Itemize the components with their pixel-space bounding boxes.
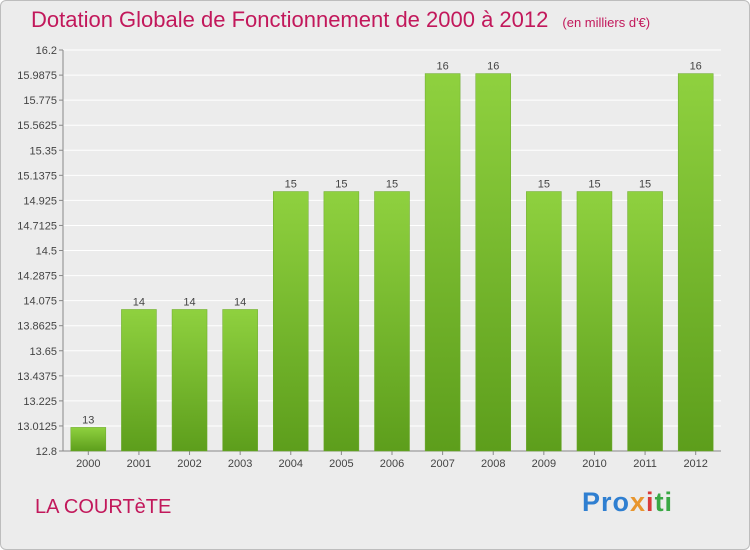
bar-2004: [273, 191, 309, 452]
x-tick-label-2007: 2007: [430, 458, 454, 470]
x-tick-label-2004: 2004: [279, 458, 303, 470]
x-tick-label-2012: 2012: [683, 458, 707, 470]
x-tick-label-2006: 2006: [380, 458, 404, 470]
x-tick-label-2010: 2010: [582, 458, 606, 470]
bar-2012: [677, 73, 714, 452]
value-label-2001: 14: [133, 296, 145, 308]
x-tick-label-2008: 2008: [481, 458, 505, 470]
bar-2008: [475, 73, 511, 452]
x-tick-label-2005: 2005: [329, 458, 353, 470]
bar-2010: [576, 191, 613, 452]
commune-name: LA COURTèTE: [35, 496, 172, 518]
y-tick-label: 16.2: [36, 45, 57, 57]
x-tick-label-2000: 2000: [76, 458, 100, 470]
x-tick-label-2003: 2003: [228, 458, 252, 470]
y-tick-label: 13.0125: [17, 421, 57, 433]
y-tick-label: 15.775: [23, 95, 57, 107]
y-tick-label: 13.8625: [17, 321, 57, 333]
chart-title: Dotation Globale de Fonctionnement de 20…: [31, 7, 651, 32]
value-label-2003: 14: [234, 296, 246, 308]
value-label-2006: 15: [386, 179, 398, 191]
value-label-2012: 16: [690, 61, 702, 73]
y-tick-label: 13.65: [29, 346, 57, 358]
bar-2005: [323, 191, 360, 452]
bar-2007: [424, 73, 461, 452]
y-tick-label: 14.925: [23, 195, 57, 207]
bar-2001: [121, 309, 157, 452]
value-label-2009: 15: [538, 179, 550, 191]
bar-2006: [374, 191, 410, 452]
value-label-2005: 15: [335, 179, 347, 191]
bar-2011: [627, 191, 663, 452]
bar-2003: [222, 309, 258, 452]
value-label-2010: 15: [588, 179, 600, 191]
x-tick-label-2001: 2001: [127, 458, 151, 470]
x-tick-label-2002: 2002: [177, 458, 201, 470]
bar-2002: [171, 309, 208, 452]
y-tick-label: 12.8: [36, 446, 57, 458]
y-tick-label: 14.5: [36, 246, 57, 258]
bar-2000: [70, 427, 107, 452]
y-tick-label: 15.5625: [17, 120, 57, 132]
y-tick-label: 15.1375: [17, 170, 57, 182]
value-label-2011: 15: [639, 179, 651, 191]
value-label-2000: 13: [82, 414, 94, 426]
y-tick-label: 15.35: [29, 145, 57, 157]
y-tick-label: 15.9875: [17, 70, 57, 82]
value-label-2002: 14: [183, 296, 195, 308]
value-label-2004: 15: [285, 179, 297, 191]
proxiti-logo: Proxiti: [582, 487, 674, 517]
y-tick-label: 14.7125: [17, 220, 57, 232]
y-tick-label: 13.4375: [17, 371, 57, 383]
chart-subtitle: (en milliers d'€): [562, 15, 651, 30]
bar-2009: [526, 191, 562, 452]
value-label-2007: 16: [436, 61, 448, 73]
y-tick-label: 14.2875: [17, 271, 57, 283]
x-tick-label-2009: 2009: [532, 458, 556, 470]
y-tick-label: 14.075: [23, 296, 57, 308]
x-tick-label-2011: 2011: [633, 458, 657, 470]
y-tick-label: 13.225: [23, 396, 57, 408]
value-label-2008: 16: [487, 61, 499, 73]
